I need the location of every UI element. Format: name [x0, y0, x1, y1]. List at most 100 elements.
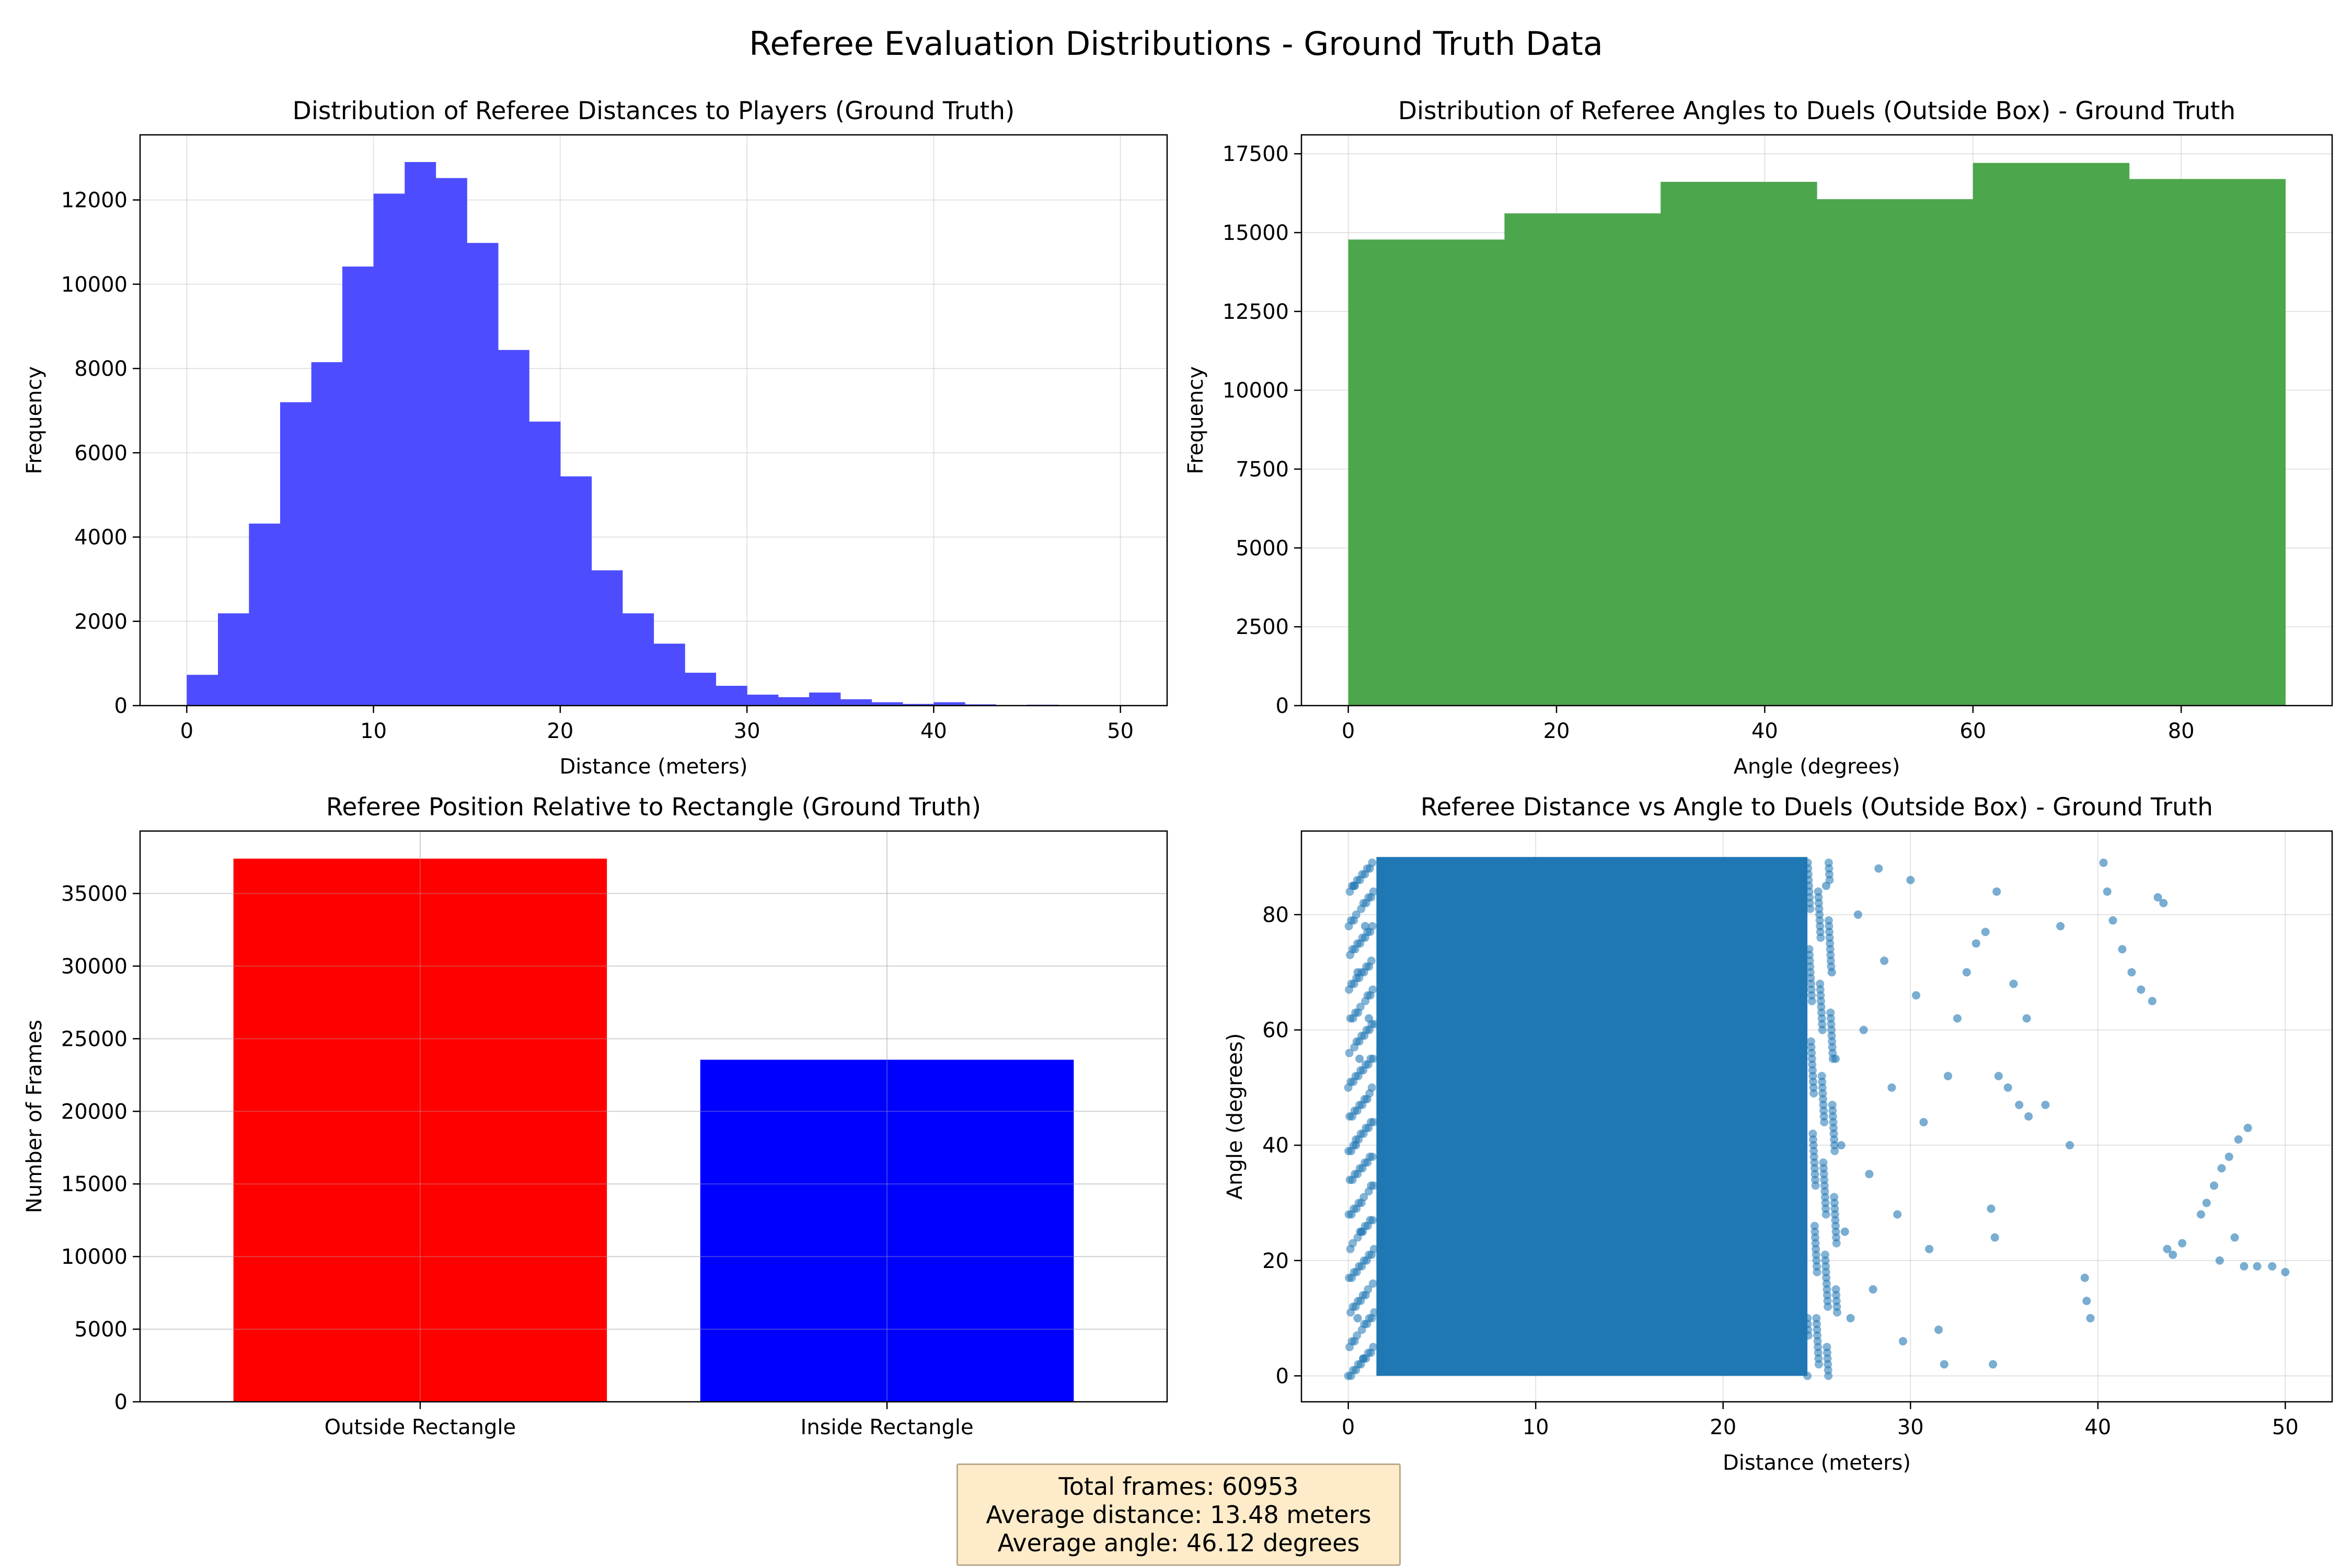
scatter-point — [1804, 1331, 1813, 1340]
scatter-point — [1352, 1267, 1361, 1276]
scatter-point — [1355, 1037, 1364, 1046]
x-tick-label: 40 — [2084, 1415, 2111, 1439]
y-axis-label: Frequency — [1184, 366, 1208, 475]
scatter-point — [1824, 1371, 1833, 1380]
scatter-point — [2080, 1273, 2089, 1282]
histogram-bar — [311, 362, 343, 706]
scatter-point — [1358, 1164, 1367, 1173]
scatter-point — [1906, 875, 1915, 884]
scatter-point — [2169, 1250, 2177, 1259]
scatter-point — [1351, 1302, 1360, 1311]
scatter-point — [1370, 1020, 1379, 1029]
scatter-point — [1365, 1025, 1374, 1034]
y-tick-label: 10000 — [1223, 379, 1289, 403]
scatter-point — [1361, 933, 1369, 942]
scatter-point — [1357, 1198, 1366, 1207]
scatter-point — [2210, 1181, 2219, 1190]
scatter-point — [1358, 1100, 1367, 1109]
scatter-point — [1893, 1210, 1902, 1219]
scatter-point — [2163, 1244, 2172, 1253]
scatter-point — [1809, 1089, 1818, 1098]
scatter-point — [1353, 968, 1362, 977]
panel-title: Referee Distance vs Angle to Duels (Outs… — [1421, 793, 2213, 822]
scatter-point — [1357, 1262, 1366, 1271]
scatter-point — [2003, 1083, 2012, 1092]
y-tick-label: 20 — [1262, 1249, 1289, 1273]
histogram-bar — [187, 675, 218, 706]
x-tick-label: 50 — [2272, 1415, 2299, 1439]
scatter-point — [1347, 1210, 1356, 1219]
y-tick-label: 25000 — [61, 1027, 128, 1051]
scatter-point — [1359, 1066, 1368, 1075]
scatter-point — [1813, 1267, 1821, 1276]
figure-suptitle: Referee Evaluation Distributions - Groun… — [749, 25, 1603, 63]
distance-histogram-panel: 0 10 20 30 40 50 0 2000 4000 6000 8000 10000 12000 Di… — [22, 97, 1168, 779]
y-tick-label: 35000 — [61, 882, 128, 906]
scatter-point — [2153, 893, 2162, 902]
scatter-point — [1818, 1025, 1827, 1034]
scatter-point — [1348, 1014, 1357, 1023]
y-tick-label: 8000 — [74, 357, 128, 381]
y-tick-label: 60 — [1262, 1019, 1289, 1043]
scatter-point — [1365, 1014, 1374, 1023]
scatter-point — [1367, 1250, 1376, 1259]
y-tick-label: 17500 — [1223, 142, 1289, 166]
scatter-point — [1803, 1371, 1812, 1380]
y-tick-label: 5000 — [74, 1318, 128, 1342]
scatter-point — [1363, 1158, 1372, 1167]
x-tick-label: 80 — [2168, 719, 2195, 743]
scatter-point — [1347, 1273, 1356, 1282]
scatter-point — [1350, 1043, 1359, 1052]
x-tick-label: 20 — [1543, 719, 1570, 743]
histogram-bar — [1661, 181, 1817, 706]
y-tick-label: 2500 — [1236, 615, 1289, 639]
scatter-point — [1837, 1141, 1846, 1150]
scatter-point — [1368, 1216, 1377, 1225]
histogram-bar — [560, 476, 592, 706]
scatter-point — [1820, 1118, 1829, 1127]
scatter-point — [1369, 1181, 1378, 1190]
scatter-point — [1992, 887, 2001, 896]
angle-histogram-panel: 0 20 40 60 80 0 2500 5000 7500 10000 12500 15000 175… — [1184, 97, 2333, 779]
x-axis-label: Angle (degrees) — [1734, 755, 1900, 779]
scatter-point — [2281, 1267, 2290, 1276]
scatter-point — [2099, 858, 2108, 867]
scatter-point — [1348, 1112, 1357, 1121]
histogram-bar — [1817, 199, 1974, 706]
scatter-point — [1354, 1008, 1363, 1017]
histogram-bar — [716, 686, 747, 706]
y-tick-label: 30000 — [61, 954, 128, 978]
x-tick-label: 30 — [734, 719, 760, 743]
scatter-point — [1364, 1124, 1373, 1133]
distance-vs-angle-scatter-panel: 0 10 20 30 40 50 0 20 40 60 80 Referee Distance vs … — [1223, 793, 2333, 1475]
y-tick-label: 0 — [114, 1390, 128, 1414]
scatter-point — [1821, 881, 1830, 890]
scatter-point — [2202, 1198, 2211, 1207]
scatter-point — [2268, 1262, 2277, 1271]
scatter-point — [1874, 864, 1883, 873]
scatter-point — [1361, 922, 1369, 930]
scatter-point — [2230, 1233, 2239, 1242]
scatter-point — [1346, 1308, 1355, 1317]
y-tick-label: 7500 — [1236, 458, 1289, 482]
scatter-point — [2056, 922, 2065, 930]
scatter-point — [1364, 1060, 1373, 1069]
scatter-point — [1962, 968, 1971, 977]
histogram-bar — [933, 702, 965, 706]
scatter-point — [1350, 881, 1358, 890]
scatter-point — [1987, 1204, 1996, 1213]
histogram-bar — [435, 178, 467, 706]
histogram-bar — [373, 193, 405, 706]
x-axis-label: Distance (meters) — [1723, 1451, 1911, 1475]
histogram-bar — [342, 266, 374, 706]
y-tick-label: 0 — [1276, 1364, 1289, 1388]
scatter-point — [1832, 1239, 1841, 1248]
x-tick-label: 0 — [1342, 719, 1355, 743]
histogram-bar — [280, 402, 312, 706]
histogram-bar — [871, 702, 903, 706]
scatter-point — [1934, 1325, 1943, 1334]
scatter-point — [1359, 1129, 1368, 1138]
x-tick-label: 20 — [1710, 1415, 1736, 1439]
y-tick-label: 10000 — [61, 1245, 128, 1269]
